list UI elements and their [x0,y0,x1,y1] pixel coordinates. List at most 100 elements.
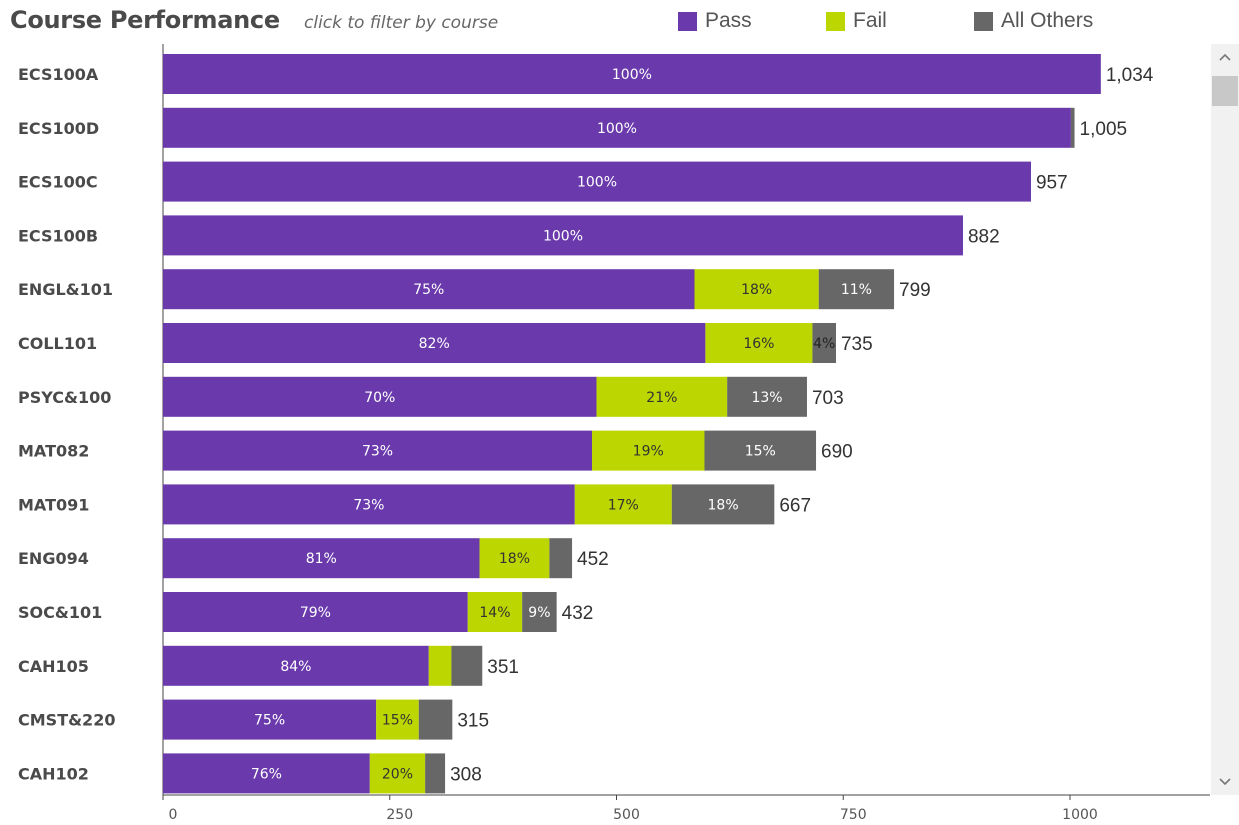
total-label-ecs100d: 1,005 [1080,119,1128,140]
bar-pass-ecs100d[interactable] [163,107,1071,148]
legend-swatch-pass [678,11,697,31]
data-label-pass-ecs100d: 100% [597,121,637,137]
bar-fail-cah102[interactable] [369,753,426,794]
bar-pass-ecs100b[interactable] [163,215,963,256]
bar-all-others-cah102[interactable] [425,753,446,794]
bar-pass-eng094[interactable] [163,538,480,579]
category-label-ecs100b: ECS100B [18,226,98,245]
bar-fail-mat091[interactable] [574,484,672,525]
bar-pass-ecs100c[interactable] [163,161,1031,202]
total-label-ecs100c: 957 [1036,173,1068,194]
legend-swatch-fail [826,11,845,31]
category-label-mat082: MAT082 [18,442,89,461]
data-label-fail-cah102: 20% [382,766,413,782]
bar-fail-soc-101[interactable] [467,592,523,632]
scroll-thumb[interactable] [1212,76,1238,106]
category-label-coll101: COLL101 [18,334,97,353]
total-label-eng094: 452 [577,549,609,570]
data-label-pass-cmst-220: 75% [254,713,285,729]
category-label-eng094: ENG094 [18,549,89,568]
data-label-all-others-engl-101: 11% [841,282,872,298]
bar-all-others-eng094[interactable] [549,538,573,579]
bar-pass-engl-101[interactable] [163,269,695,310]
scroll-down-button[interactable] [1211,769,1239,795]
legend-item-fail[interactable]: Fail [826,9,887,33]
bar-pass-psyc-100[interactable] [163,376,597,417]
total-label-ecs100a: 1,034 [1106,65,1154,86]
data-label-pass-mat082: 73% [362,444,393,460]
vertical-scrollbar[interactable] [1211,44,1239,795]
bar-pass-cah105[interactable] [163,645,429,686]
data-label-all-others-mat082: 15% [745,444,776,460]
data-label-fail-mat091: 17% [608,497,639,513]
bar-pass-mat082[interactable] [163,430,593,471]
data-label-pass-cah105: 84% [280,659,311,675]
bar-all-others-psyc-100[interactable] [727,376,807,417]
bar-pass-soc-101[interactable] [163,592,468,632]
bar-all-others-mat091[interactable] [671,484,775,525]
category-label-soc-101: SOC&101 [18,603,102,622]
x-tick-label-500: 500 [613,807,640,823]
data-label-all-others-coll101: 4% [813,336,835,352]
data-label-fail-soc-101: 14% [479,605,510,621]
scroll-up-button[interactable] [1211,44,1239,70]
total-label-cah105: 351 [487,657,519,678]
bar-pass-coll101[interactable] [163,323,706,363]
chart-header: Course Performance click to filter by co… [8,0,1228,44]
total-label-coll101: 735 [841,334,873,355]
data-label-fail-eng094: 18% [499,551,530,567]
total-label-mat091: 667 [779,495,811,516]
data-label-pass-ecs100c: 100% [577,175,617,191]
bar-all-others-coll101[interactable] [812,323,836,363]
total-label-ecs100b: 882 [968,226,1000,247]
data-label-all-others-mat091: 18% [708,497,739,513]
bar-fail-cah105[interactable] [428,645,452,686]
category-label-psyc-100: PSYC&100 [18,388,111,407]
bar-pass-mat091[interactable] [163,484,575,525]
data-label-all-others-psyc-100: 13% [751,390,782,406]
bar-fail-cmst-220[interactable] [376,699,419,740]
x-tick-label-0: 0 [169,807,178,823]
bar-all-others-soc-101[interactable] [522,592,557,632]
bar-pass-cah102[interactable] [163,753,370,794]
chart-subtitle: click to filter by course [304,13,499,33]
total-label-mat082: 690 [821,442,853,463]
data-label-pass-ecs100a: 100% [612,67,652,83]
category-label-mat091: MAT091 [18,495,89,514]
bar-chart: ECS100A 100% 1,034 ECS100D 100% 1,005 ECS100C 1… [18,44,1210,823]
bar-fail-psyc-100[interactable] [596,376,728,417]
data-label-pass-mat091: 73% [353,497,384,513]
data-label-pass-soc-101: 79% [300,605,331,621]
x-tick-label-750: 750 [840,807,867,823]
chevron-down-icon [1219,778,1231,786]
data-label-pass-ecs100b: 100% [543,228,583,244]
legend-item-all-others[interactable]: All Others [974,9,1093,33]
bar-all-others-ecs100d[interactable] [1070,107,1075,148]
legend-label-fail: Fail [853,9,887,32]
category-label-ecs100c: ECS100C [18,173,98,192]
data-label-fail-coll101: 16% [743,336,774,352]
legend-label-pass: Pass [705,9,752,32]
chart-title: Course Performance [10,6,280,34]
bar-fail-mat082[interactable] [592,430,705,471]
data-label-fail-engl-101: 18% [741,282,772,298]
bar-all-others-mat082[interactable] [704,430,817,471]
legend-label-all-others: All Others [1001,9,1094,32]
bar-pass-ecs100a[interactable] [163,54,1101,94]
legend-item-pass[interactable]: Pass [678,9,752,33]
category-label-ecs100d: ECS100D [18,119,99,138]
data-label-pass-engl-101: 75% [413,282,444,298]
bar-fail-engl-101[interactable] [694,269,819,310]
total-label-soc-101: 432 [562,603,594,624]
bar-pass-cmst-220[interactable] [163,699,377,740]
bar-fail-eng094[interactable] [479,538,550,579]
data-label-pass-cah102: 76% [251,766,282,782]
bar-fail-coll101[interactable] [705,323,813,363]
bar-all-others-cah105[interactable] [451,645,483,686]
data-label-pass-eng094: 81% [306,551,337,567]
bar-all-others-engl-101[interactable] [818,269,895,310]
total-label-cmst-220: 315 [457,711,489,732]
category-label-cah105: CAH105 [18,657,89,676]
data-label-pass-coll101: 82% [419,336,450,352]
bar-all-others-cmst-220[interactable] [418,699,453,740]
